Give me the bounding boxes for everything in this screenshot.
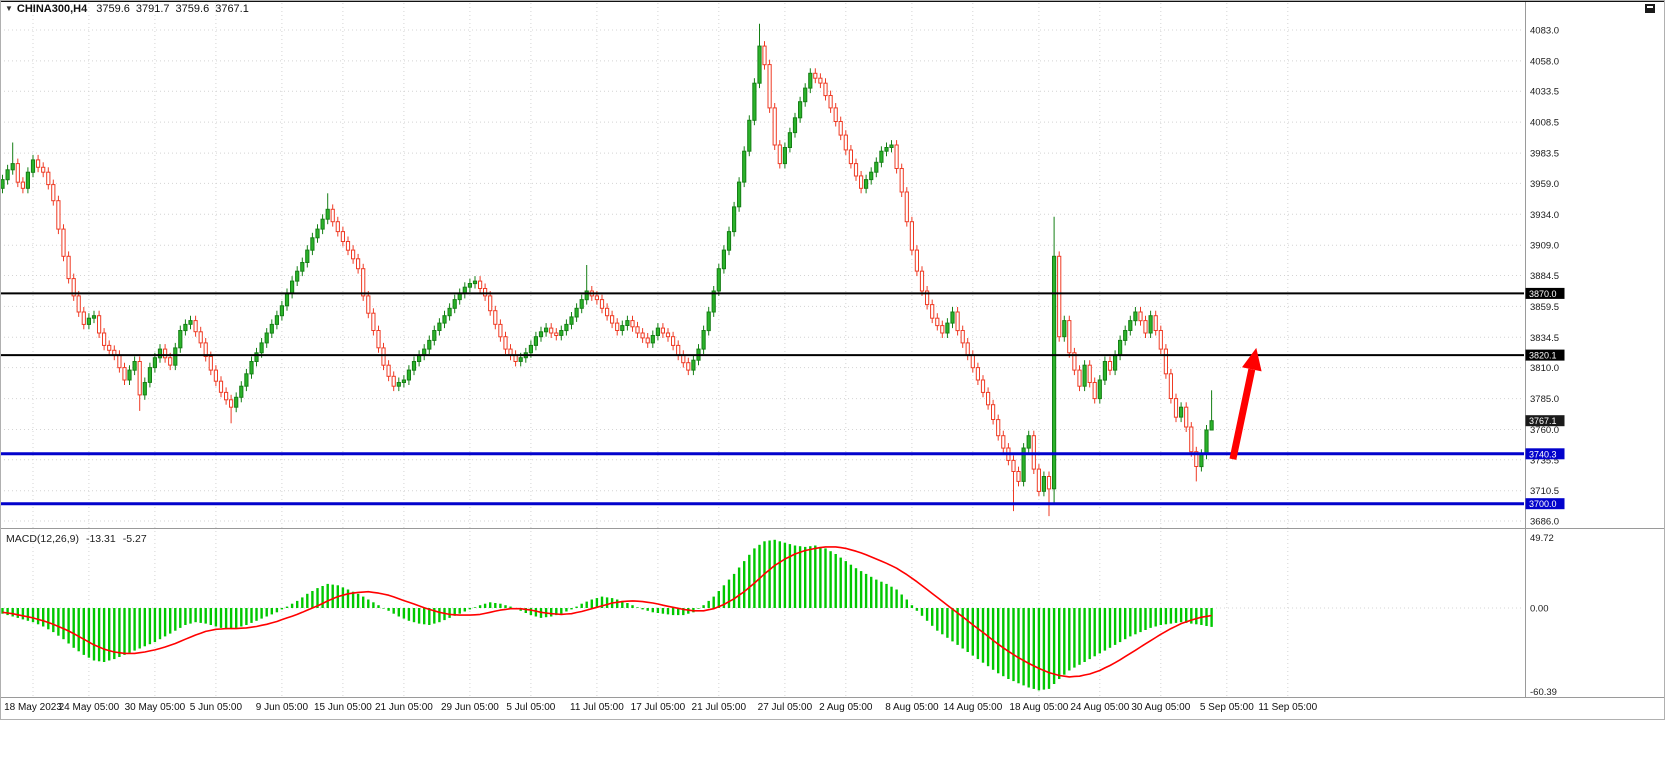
svg-text:5 Sep 05:00: 5 Sep 05:00 <box>1200 702 1254 713</box>
svg-text:3934.0: 3934.0 <box>1530 210 1559 221</box>
svg-text:21 Jun 05:00: 21 Jun 05:00 <box>375 702 433 713</box>
svg-text:4008.5: 4008.5 <box>1530 118 1559 129</box>
svg-text:3870.0: 3870.0 <box>1529 289 1557 299</box>
price-markers: 3870.0 3820.1 3740.3 3700.0 3767.1 <box>1525 287 1565 510</box>
svg-text:27 Jul 05:00: 27 Jul 05:00 <box>758 702 813 713</box>
ohlc-readout: ▼ CHINA300,H4 3759.6 3791.7 3759.6 3767.1 <box>5 3 255 15</box>
ohlc-high: 3791.7 <box>135 3 170 15</box>
svg-text:3983.5: 3983.5 <box>1530 149 1559 160</box>
macd-histogram <box>1 539 1213 691</box>
panel-borders <box>0 2 1665 698</box>
candles <box>0 23 1214 517</box>
arrow-annotation[interactable] <box>1229 347 1262 460</box>
svg-text:17 Jul 05:00: 17 Jul 05:00 <box>631 702 686 713</box>
svg-text:3760.0: 3760.0 <box>1530 425 1559 436</box>
svg-text:3686.0: 3686.0 <box>1530 517 1559 528</box>
svg-text:0.00: 0.00 <box>1530 604 1549 615</box>
ohlc-open: 3759.6 <box>96 3 130 15</box>
svg-text:5 Jul 05:00: 5 Jul 05:00 <box>506 702 555 713</box>
svg-text:30 May 05:00: 30 May 05:00 <box>125 702 186 713</box>
svg-text:8 Aug 05:00: 8 Aug 05:00 <box>885 702 939 713</box>
svg-text:3959.0: 3959.0 <box>1530 179 1559 190</box>
svg-text:3859.5: 3859.5 <box>1530 302 1559 313</box>
svg-text:18 May 2023: 18 May 2023 <box>4 702 62 713</box>
svg-text:24 Aug 05:00: 24 Aug 05:00 <box>1070 702 1129 713</box>
svg-text:9 Jun 05:00: 9 Jun 05:00 <box>256 702 309 713</box>
svg-text:14 Aug 05:00: 14 Aug 05:00 <box>943 702 1002 713</box>
macd-signal-line <box>2 546 1212 678</box>
ohlc-low: 3759.6 <box>175 3 210 15</box>
svg-text:3820.1: 3820.1 <box>1529 351 1557 361</box>
svg-text:4033.5: 4033.5 <box>1530 87 1559 98</box>
symbol-name: CHINA300,H4 <box>16 3 88 15</box>
svg-text:3785.0: 3785.0 <box>1530 394 1559 405</box>
svg-text:18 Aug 05:00: 18 Aug 05:00 <box>1009 702 1068 713</box>
svg-text:11 Sep 05:00: 11 Sep 05:00 <box>1258 702 1317 713</box>
svg-text:29 Jun 05:00: 29 Jun 05:00 <box>441 702 499 713</box>
svg-text:3700.0: 3700.0 <box>1529 499 1557 509</box>
price-axis[interactable]: 4083.0 4058.0 4033.5 4008.5 3983.5 3959.0 3934… <box>1530 26 1559 699</box>
svg-text:3909.0: 3909.0 <box>1530 241 1559 252</box>
window-icon[interactable] <box>1645 4 1655 13</box>
svg-text:3740.3: 3740.3 <box>1529 449 1557 459</box>
macd-signal-value: -5.27 <box>122 533 147 545</box>
macd-label: MACD(12,26,9) -13.31 -5.27 <box>6 533 154 545</box>
ohlc-close: 3767.1 <box>215 3 249 15</box>
svg-text:21 Jul 05:00: 21 Jul 05:00 <box>692 702 747 713</box>
svg-text:15 Jun 05:00: 15 Jun 05:00 <box>314 702 372 713</box>
svg-text:4083.0: 4083.0 <box>1530 26 1559 37</box>
macd-line-value: -13.31 <box>85 533 116 545</box>
svg-text:2 Aug 05:00: 2 Aug 05:00 <box>819 702 873 713</box>
svg-text:3735.5: 3735.5 <box>1530 455 1559 466</box>
macd-indicator-name: MACD(12,26,9) <box>6 533 79 545</box>
svg-text:3767.1: 3767.1 <box>1529 416 1557 426</box>
svg-text:-60.39: -60.39 <box>1530 687 1557 698</box>
svg-text:3810.0: 3810.0 <box>1530 363 1559 374</box>
svg-text:3710.5: 3710.5 <box>1530 486 1559 497</box>
collapse-arrow-icon[interactable]: ▼ <box>5 4 13 13</box>
svg-text:3884.5: 3884.5 <box>1530 271 1559 282</box>
svg-text:49.72: 49.72 <box>1530 533 1554 544</box>
svg-text:11 Jul 05:00: 11 Jul 05:00 <box>570 702 624 713</box>
svg-text:5 Jun 05:00: 5 Jun 05:00 <box>190 702 243 713</box>
svg-text:3834.5: 3834.5 <box>1530 333 1559 344</box>
svg-text:30 Aug 05:00: 30 Aug 05:00 <box>1131 702 1190 713</box>
svg-text:24 May 05:00: 24 May 05:00 <box>59 702 120 713</box>
svg-text:4058.0: 4058.0 <box>1530 56 1559 67</box>
